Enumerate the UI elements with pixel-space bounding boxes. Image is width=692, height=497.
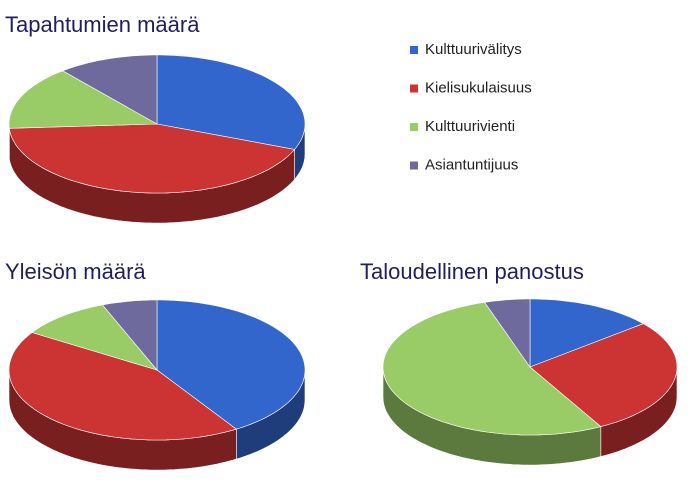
- chart-title: Tapahtumien määrä: [5, 12, 200, 37]
- slice: [529, 323, 678, 427]
- slice: [101, 299, 158, 371]
- slice: [529, 298, 644, 368]
- slice: [156, 54, 306, 150]
- legend-label: Kielisukulaisuus: [425, 79, 532, 96]
- legend-label: Kulttuurivälitys: [425, 41, 522, 58]
- legend-label: Kulttuurivienti: [425, 118, 515, 135]
- slice: [484, 298, 531, 368]
- slice: [8, 70, 159, 129]
- slice: [31, 304, 158, 371]
- chart-title: Yleisön määrä: [5, 259, 146, 284]
- slice: [156, 299, 306, 430]
- legend-marker: [410, 84, 418, 93]
- legend-marker: [410, 123, 418, 131]
- legend-marker: [410, 161, 418, 170]
- slice: [61, 54, 158, 125]
- legend-marker: [410, 46, 418, 54]
- slice: [382, 301, 602, 436]
- slice: [8, 332, 237, 441]
- slice: [8, 123, 296, 194]
- legend-label: Asiantuntijuus: [425, 156, 518, 173]
- chart-title: Taloudellinen panostus: [360, 259, 584, 284]
